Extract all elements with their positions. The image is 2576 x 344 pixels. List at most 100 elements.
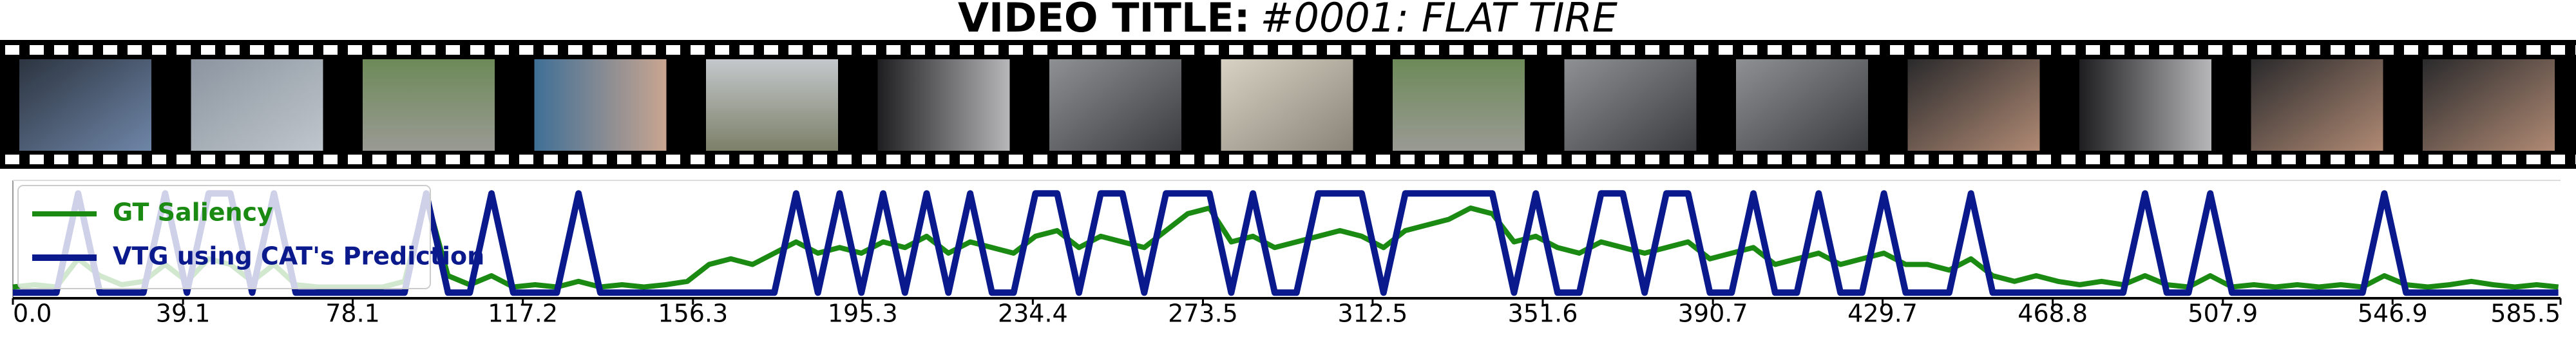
sprocket xyxy=(2110,45,2124,55)
series-line xyxy=(13,190,2559,296)
sprocket xyxy=(593,155,607,164)
sprocket xyxy=(2502,45,2516,55)
sprocket xyxy=(935,155,949,164)
sprocket xyxy=(666,155,680,164)
sprocket xyxy=(1449,155,1464,164)
sprocket xyxy=(1229,155,1243,164)
sprocket xyxy=(225,155,240,164)
sprocket xyxy=(2086,155,2100,164)
title-label: VIDEO TITLE: xyxy=(958,0,1250,41)
x-tick-label: 234.4 xyxy=(998,300,1068,328)
sprocket xyxy=(103,45,117,55)
sprocket xyxy=(642,45,656,55)
sprocket xyxy=(2061,45,2075,55)
sprocket xyxy=(1621,155,1635,164)
sprocket xyxy=(1547,155,1561,164)
x-tick-label: 546.9 xyxy=(2358,300,2428,328)
film-strip xyxy=(0,40,2576,169)
sprocket xyxy=(2355,155,2369,164)
x-tick-label: 429.7 xyxy=(1847,300,1918,328)
video-frame xyxy=(1393,59,1525,151)
sprocket xyxy=(1351,45,1366,55)
sprocket xyxy=(788,45,803,55)
sprocket xyxy=(421,45,435,55)
legend-label: VTG using CAT's Prediction xyxy=(113,242,484,271)
sprocket xyxy=(1914,45,1929,55)
sprocket xyxy=(739,155,754,164)
sprocket xyxy=(1278,155,1292,164)
title-video: #0001: FLAT TIRE xyxy=(1261,0,1618,41)
sprocket xyxy=(1890,155,1904,164)
sprocket xyxy=(2159,155,2173,164)
sprocket xyxy=(1963,45,1978,55)
sprocket xyxy=(1376,45,1390,55)
sprocket xyxy=(2233,155,2247,164)
sprocket xyxy=(323,155,338,164)
sprocket xyxy=(128,155,142,164)
sprocket xyxy=(1817,155,1831,164)
x-tick-label: 156.3 xyxy=(658,300,728,328)
video-frame xyxy=(2079,59,2211,151)
sprocket xyxy=(1743,155,1757,164)
sprocket xyxy=(1180,45,1194,55)
sprocket xyxy=(397,155,411,164)
sprocket xyxy=(495,155,509,164)
sprocket xyxy=(1719,155,1733,164)
sprocket xyxy=(1400,45,1415,55)
x-tick-label: 78.1 xyxy=(325,300,380,328)
sprocket xyxy=(2012,155,2027,164)
sprocket xyxy=(1645,45,1659,55)
sprocket xyxy=(642,155,656,164)
sprocket xyxy=(30,45,44,55)
sprocket xyxy=(128,45,142,55)
sprocket xyxy=(152,45,166,55)
sprocket xyxy=(2551,45,2565,55)
sprocket xyxy=(2502,155,2516,164)
sprocket xyxy=(1988,155,2002,164)
sprocket xyxy=(79,155,93,164)
x-tick-label: 195.3 xyxy=(828,300,898,328)
x-tick-label: 351.6 xyxy=(1508,300,1578,328)
sprocket xyxy=(1670,155,1684,164)
sprocket xyxy=(1596,155,1610,164)
video-frame xyxy=(1736,59,1868,151)
sprocket xyxy=(715,155,729,164)
sprocket xyxy=(960,45,974,55)
sprocket xyxy=(1841,45,1855,55)
sprocket xyxy=(470,155,484,164)
sprocket xyxy=(1156,155,1170,164)
sprocket xyxy=(2306,45,2320,55)
video-frame xyxy=(363,59,495,151)
sprocket xyxy=(764,155,778,164)
sprocket xyxy=(2428,45,2443,55)
sprocket xyxy=(2282,155,2296,164)
video-frame xyxy=(1564,59,1697,151)
sprocket xyxy=(1327,155,1341,164)
sprocket xyxy=(617,45,631,55)
video-frame xyxy=(2251,59,2383,151)
sprocket xyxy=(715,45,729,55)
sprocket xyxy=(1033,45,1047,55)
sprocket xyxy=(568,45,582,55)
sprocket xyxy=(739,45,754,55)
video-frame xyxy=(191,59,323,151)
sprocket xyxy=(446,155,460,164)
sprocket xyxy=(519,45,533,55)
sprocket xyxy=(2331,45,2345,55)
sprocket xyxy=(5,45,19,55)
sprocket xyxy=(299,45,313,55)
sprocket xyxy=(2208,155,2222,164)
sprocket xyxy=(372,45,386,55)
video-frame xyxy=(1907,59,2040,151)
sprocket xyxy=(935,45,949,55)
sprocket xyxy=(2061,155,2075,164)
sprocket xyxy=(1865,45,1880,55)
legend: GT Saliency VTG using CAT's Prediction xyxy=(17,185,484,289)
sprocket xyxy=(1033,155,1047,164)
sprocket xyxy=(1523,45,1537,55)
sprocket xyxy=(1792,155,1806,164)
sprocket xyxy=(2282,45,2296,55)
sprocket xyxy=(2404,45,2418,55)
sprocket xyxy=(225,45,240,55)
